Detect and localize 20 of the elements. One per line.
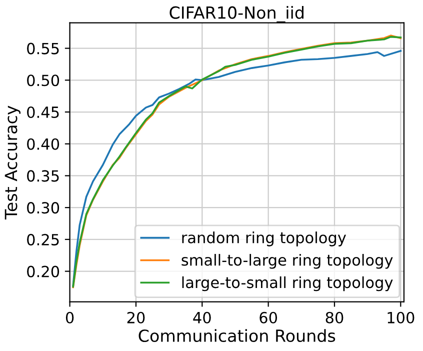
- y-tick-label: 0.45: [27, 106, 59, 118]
- y-axis-title: Test Accuracy: [4, 106, 20, 220]
- x-tick-label: 100: [388, 312, 414, 324]
- x-tick-label: 60: [260, 312, 278, 324]
- y-tick-label: 0.30: [27, 202, 60, 214]
- y-tick-label: 0.55: [27, 42, 59, 54]
- x-tick-label: 20: [127, 312, 145, 324]
- legend-label: random ring topology: [182, 232, 346, 246]
- y-tick-label: 0.50: [27, 74, 60, 86]
- x-tick-label: 80: [326, 312, 344, 324]
- chart-title: CIFAR10-Non_iid: [170, 6, 304, 23]
- legend-label: small-to-large ring topology: [182, 254, 393, 269]
- y-tick-label: 0.35: [27, 170, 59, 182]
- y-tick-label: 0.40: [27, 138, 60, 150]
- x-tick-label: 0: [66, 312, 74, 324]
- x-axis-title: Communication Rounds: [138, 329, 336, 342]
- y-tick-label: 0.25: [27, 234, 59, 246]
- x-tick-label: 40: [193, 312, 211, 324]
- y-tick-label: 0.20: [27, 266, 60, 278]
- legend-label: large-to-small ring topology: [182, 276, 393, 292]
